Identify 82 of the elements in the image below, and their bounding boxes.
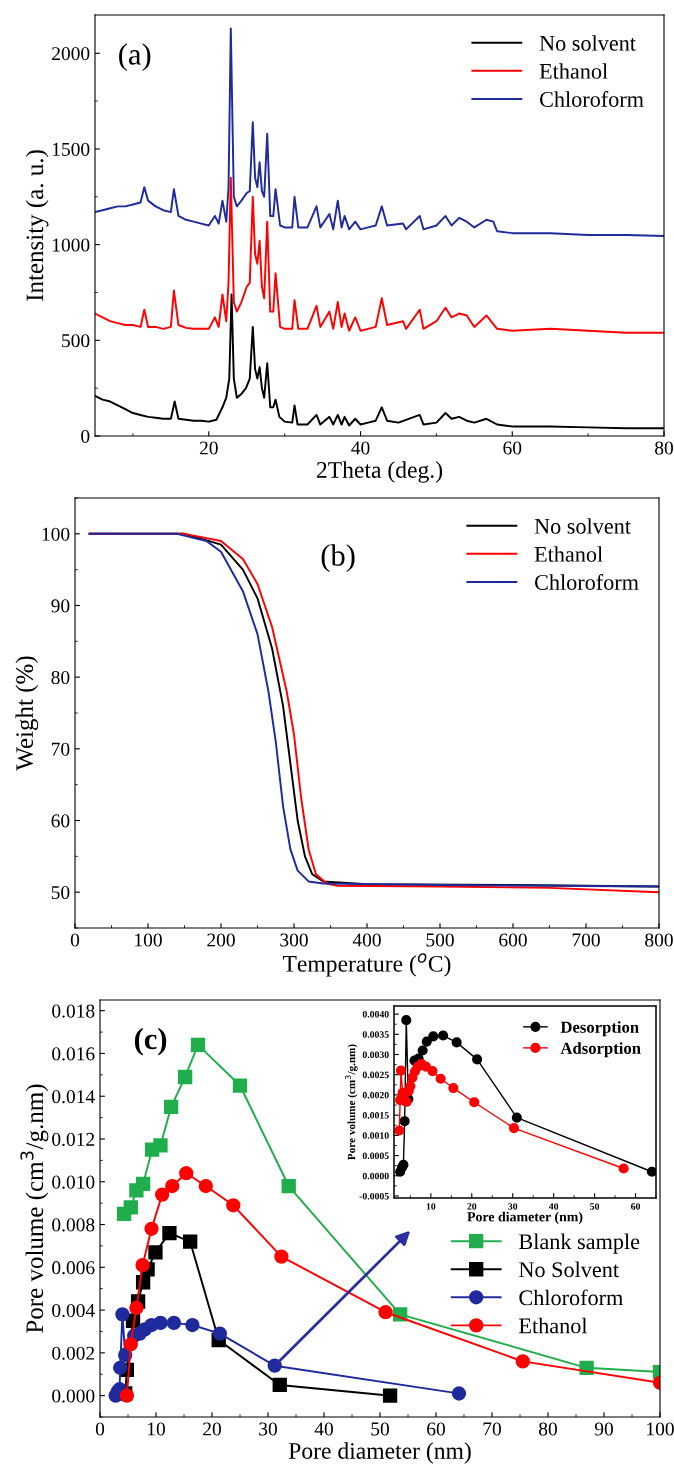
- y-tick-label: 0.0030: [362, 1051, 389, 1059]
- y-tick-label: 0.016: [52, 1047, 95, 1061]
- x-tick-label: 60: [427, 1422, 445, 1436]
- annotation: (c): [134, 1027, 167, 1056]
- x-tick-label: 60: [631, 1203, 641, 1210]
- legend-label: No solvent: [539, 35, 636, 51]
- x-axis-title: Temperature ($^{o}$C): [282, 953, 451, 977]
- y-tick-label: 0.0040: [362, 1010, 389, 1018]
- y-tick-label: 0: [81, 429, 90, 443]
- x-tick-label: 70: [483, 1422, 501, 1436]
- y-tick-label: 0.018: [52, 1004, 95, 1018]
- y-tick-label: 0.002: [52, 1346, 95, 1360]
- x-tick-label: 20: [467, 1203, 477, 1210]
- y-tick-label: 0.010: [52, 1175, 95, 1189]
- x-tick-label: 400: [352, 933, 381, 947]
- y-tick-label: 100: [42, 527, 70, 541]
- x-tick-label: 40: [314, 1422, 333, 1436]
- legend-label: Adsorption: [560, 1042, 641, 1058]
- y-tick-label: 1500: [52, 142, 90, 156]
- y-tick-label: 60: [51, 814, 70, 828]
- y-axis-title: Pore volume (cm$^{3}$/g.nm): [20, 1084, 49, 1333]
- x-tick-label: 20: [203, 1422, 221, 1436]
- legend-label: Ethanol: [539, 63, 608, 79]
- x-tick-label: 60: [503, 441, 522, 455]
- y-tick-label: 0.014: [52, 1090, 95, 1104]
- y-tick-label: 0.0035: [362, 1031, 389, 1038]
- x-tick-label: 300: [280, 933, 308, 947]
- legend-label: Desorption: [560, 1021, 639, 1037]
- annotation: (a): [119, 43, 151, 71]
- x-tick-label: 100: [135, 933, 162, 947]
- y-tick-label: 0.006: [52, 1261, 95, 1275]
- x-tick-label: 200: [207, 933, 235, 947]
- y-tick-label: 80: [51, 670, 70, 685]
- legend-label: No Solvent: [519, 1261, 619, 1278]
- x-tick-label: 10: [147, 1422, 165, 1436]
- x-tick-label: 30: [259, 1422, 277, 1436]
- y-tick-label: 0.0005: [362, 1152, 389, 1160]
- y-axis-title: Weight (%): [15, 656, 39, 771]
- y-tick-label: 2000: [52, 47, 90, 61]
- x-axis-title: Pore diameter (nm): [288, 1442, 471, 1464]
- y-tick-label: 0.000: [52, 1389, 95, 1403]
- legend-label: Chloroform: [519, 1289, 623, 1306]
- annotation: (b): [321, 544, 355, 573]
- y-tick-label: 0.008: [52, 1218, 95, 1232]
- x-axis-title: Pore diameter (nm): [467, 1211, 583, 1225]
- x-tick-label: 40: [351, 441, 370, 455]
- x-tick-label: 10: [426, 1203, 436, 1210]
- x-tick-label: 100: [647, 1422, 674, 1436]
- x-tick-label: 90: [594, 1422, 613, 1436]
- x-tick-label: 50: [590, 1203, 600, 1210]
- x-tick-label: 600: [499, 933, 527, 947]
- x-tick-label: 0: [95, 1422, 105, 1436]
- y-tick-label: 0.004: [52, 1303, 95, 1318]
- x-tick-label: 500: [426, 933, 454, 947]
- y-tick-label: 0.0015: [362, 1112, 389, 1119]
- legend-label: Ethanol: [519, 1317, 588, 1334]
- x-tick-label: 700: [572, 933, 600, 947]
- x-tick-label: 40: [548, 1203, 559, 1210]
- x-tick-label: 80: [539, 1422, 557, 1436]
- y-tick-label: 0.0010: [362, 1132, 389, 1139]
- x-tick-label: 80: [655, 441, 673, 455]
- y-tick-label: 0.012: [52, 1132, 95, 1147]
- x-tick-label: 800: [645, 933, 673, 947]
- legend-label: Ethanol: [534, 546, 603, 562]
- legend-label: Chloroform: [534, 574, 639, 590]
- y-tick-label: 0.0025: [362, 1071, 389, 1079]
- legend-label: Chloroform: [539, 91, 644, 107]
- y-axis-title: Pore volume (cm$^{3}$/g.nm): [345, 1044, 358, 1160]
- y-tick-label: 0.0000: [362, 1172, 389, 1180]
- y-tick-label: -0.0005: [359, 1192, 389, 1200]
- y-tick-label: 500: [62, 334, 90, 348]
- x-tick-label: 30: [508, 1203, 518, 1210]
- y-axis-title: Intensity (a. u.): [25, 150, 49, 301]
- x-tick-label: 20: [199, 441, 218, 455]
- x-axis-title: 2Theta (deg.): [316, 461, 443, 483]
- y-tick-label: 90: [51, 599, 70, 613]
- y-tick-label: 50: [51, 885, 70, 900]
- y-tick-label: 70: [51, 742, 70, 756]
- y-tick-label: 0.0020: [362, 1091, 389, 1099]
- y-tick-label: 1000: [52, 238, 90, 252]
- legend-label: Blank sample: [519, 1233, 640, 1254]
- legend-label: No solvent: [534, 518, 631, 534]
